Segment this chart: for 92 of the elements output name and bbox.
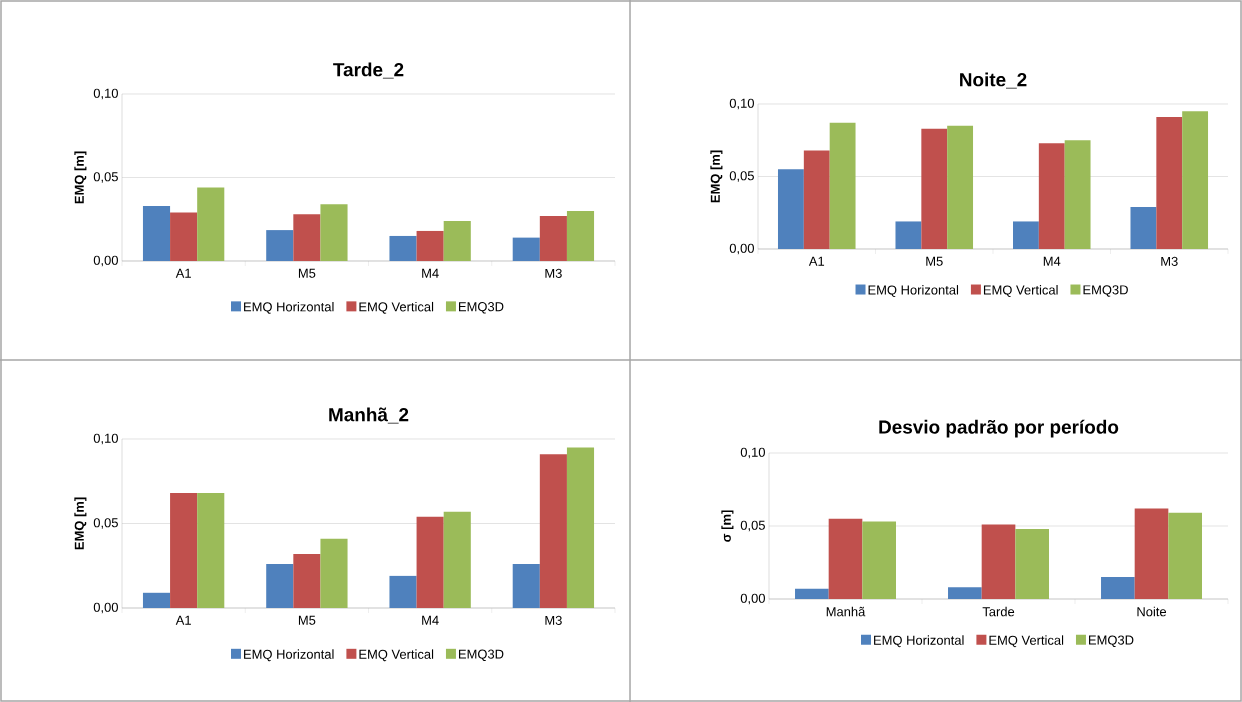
legend-label: EMQ3D xyxy=(459,302,504,314)
bar xyxy=(416,516,444,608)
chart-title: Noite_2 xyxy=(960,72,1027,89)
bar xyxy=(566,447,595,608)
bar xyxy=(1101,577,1135,599)
x-tick-label: A1 xyxy=(175,615,191,625)
bar xyxy=(829,122,856,249)
bar xyxy=(293,553,321,608)
y-tick-label: 0,10 xyxy=(93,88,118,100)
bar xyxy=(443,220,471,261)
bar xyxy=(1182,111,1209,249)
bar xyxy=(142,205,171,261)
legend-label: EMQ Vertical xyxy=(359,649,434,662)
y-tick-label: 0,05 xyxy=(729,171,754,182)
legend-label: EMQ Horizontal xyxy=(868,285,959,297)
bar xyxy=(197,187,225,261)
bar xyxy=(170,212,198,261)
legend-label: EMQ Vertical xyxy=(983,285,1058,297)
y-tick-label: 0,05 xyxy=(93,518,118,529)
y-axis-title: EMQ [m] xyxy=(74,497,87,550)
x-tick-label: M5 xyxy=(926,256,943,266)
bar xyxy=(1038,143,1065,249)
legend-label: EMQ3D xyxy=(459,649,504,662)
bar xyxy=(1012,221,1039,249)
x-tick-label: M4 xyxy=(422,615,439,625)
bar xyxy=(389,575,417,608)
x-tick-label: Noite xyxy=(1137,606,1167,617)
bar xyxy=(320,538,348,608)
bar xyxy=(948,587,982,599)
bar xyxy=(1130,206,1157,249)
bar xyxy=(828,518,863,599)
y-tick-label: 0,00 xyxy=(93,602,118,614)
legend-label: EMQ Horizontal xyxy=(874,635,964,648)
bar xyxy=(443,511,471,608)
y-axis-title: σ [m] xyxy=(721,510,734,542)
bar xyxy=(795,588,829,599)
y-tick-label: 0,05 xyxy=(740,520,765,532)
bar xyxy=(981,524,1016,599)
bar xyxy=(266,564,294,608)
x-tick-label: M5 xyxy=(298,615,316,625)
x-tick-label: M3 xyxy=(1161,256,1178,266)
bar xyxy=(803,150,830,249)
x-tick-label: M3 xyxy=(545,268,562,278)
legend-label: EMQ3D xyxy=(1089,635,1134,647)
chart-title: Tarde_2 xyxy=(333,62,404,79)
bar xyxy=(197,493,225,608)
bar xyxy=(895,221,922,249)
bar xyxy=(566,210,595,261)
bar xyxy=(921,128,948,249)
bar xyxy=(862,521,896,599)
bar xyxy=(947,125,974,249)
x-tick-label: Manhã xyxy=(826,606,866,617)
x-tick-label: A1 xyxy=(175,268,191,278)
legend-label: EMQ Vertical xyxy=(989,635,1064,648)
y-tick-label: 0,10 xyxy=(740,447,765,459)
bar xyxy=(1168,512,1202,599)
legend-label: EMQ3D xyxy=(1083,285,1128,297)
x-tick-label: M5 xyxy=(298,268,316,278)
x-tick-label: A1 xyxy=(808,256,825,266)
chart-title: Desvio padrão por período xyxy=(879,419,1119,438)
y-tick-label: 0,00 xyxy=(729,243,754,255)
x-tick-label: Tarde xyxy=(982,606,1015,617)
legend-label: EMQ Vertical xyxy=(359,301,434,314)
bar xyxy=(512,237,540,261)
x-tick-label: M4 xyxy=(422,268,439,278)
bar xyxy=(512,564,540,608)
y-axis-title: EMQ [m] xyxy=(710,150,723,203)
bar xyxy=(142,592,171,608)
y-tick-label: 0,10 xyxy=(93,433,118,445)
legend-label: EMQ Horizontal xyxy=(244,301,334,314)
y-tick-label: 0,10 xyxy=(729,98,754,110)
legend-label: EMQ Horizontal xyxy=(244,649,334,662)
x-tick-label: M4 xyxy=(1043,256,1061,266)
y-axis-title: EMQ [m] xyxy=(74,151,87,204)
x-tick-label: M3 xyxy=(545,615,562,625)
bar xyxy=(539,215,567,261)
bar xyxy=(1064,140,1091,249)
bar xyxy=(293,214,321,261)
bar xyxy=(416,230,444,261)
bar xyxy=(777,169,804,249)
y-tick-label: 0,05 xyxy=(93,172,118,183)
y-tick-label: 0,00 xyxy=(93,255,118,267)
bar xyxy=(389,235,417,261)
bar xyxy=(1134,508,1169,599)
bar xyxy=(320,204,348,261)
bar xyxy=(1015,528,1049,599)
bar xyxy=(170,493,198,608)
bar xyxy=(266,230,294,261)
bar xyxy=(1156,117,1183,249)
bar xyxy=(539,454,567,608)
y-tick-label: 0,00 xyxy=(740,593,765,605)
chart-title: Manhã_2 xyxy=(329,407,409,424)
